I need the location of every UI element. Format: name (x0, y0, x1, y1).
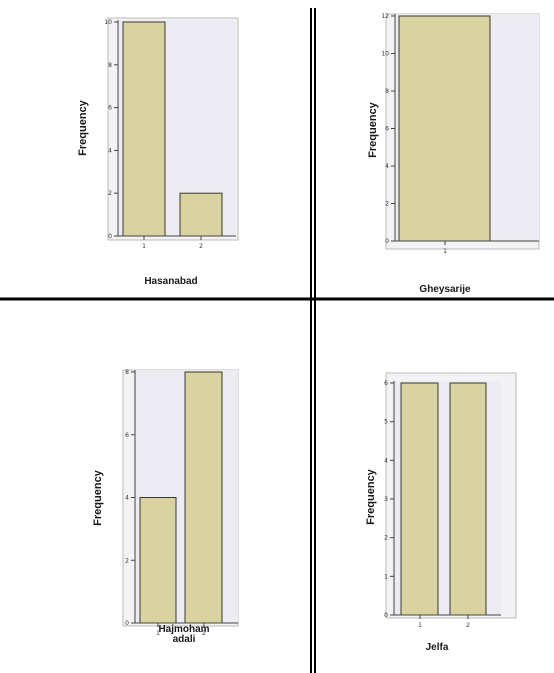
y-tick-label: 4 (384, 457, 388, 464)
y-tick-label: 1 (384, 573, 388, 580)
x-axis-label: Hasanabad (144, 276, 197, 287)
y-tick-label: 2 (384, 535, 388, 542)
x-tick-label: 2 (466, 622, 470, 629)
y-tick-label: 2 (108, 190, 112, 197)
y-tick-label: 2 (385, 201, 389, 208)
y-axis-label: Frequency (365, 468, 377, 525)
y-axis-label: Frequency (367, 101, 379, 158)
y-tick-label: 0 (108, 233, 112, 240)
y-tick-label: 8 (385, 88, 389, 95)
x-tick-label: 1 (142, 243, 146, 250)
y-tick-label: 0 (125, 620, 129, 627)
y-tick-label: 0 (385, 238, 389, 245)
y-tick-label: 3 (384, 496, 388, 503)
y-tick-label: 4 (125, 495, 129, 502)
y-tick-label: 6 (125, 432, 129, 439)
bar-1 (122, 21, 166, 237)
y-tick-label: 6 (108, 105, 112, 112)
x-tick-label: 1 (418, 622, 422, 629)
y-axis-label: Frequency (77, 99, 89, 156)
y-tick-label: 6 (384, 380, 388, 387)
y-axis-label: Frequency (92, 469, 104, 526)
y-tick-label: 8 (108, 62, 112, 69)
y-tick-label: 10 (104, 19, 112, 26)
y-tick-label: 12 (381, 13, 389, 20)
x-tick-label: 2 (199, 243, 203, 250)
y-tick-label: 2 (125, 557, 129, 564)
y-tick-label: 4 (385, 163, 389, 170)
y-tick-label: 6 (385, 126, 389, 133)
x-axis-label: adali (173, 634, 196, 645)
x-axis-label: Jelfa (426, 642, 449, 653)
bar-2 (184, 371, 223, 624)
bar-1 (400, 382, 439, 616)
y-tick-label: 5 (384, 419, 388, 426)
x-tick-label: 2 (202, 630, 206, 637)
x-tick-label: 1 (156, 630, 160, 637)
x-axis-label: Gheysarije (419, 284, 471, 295)
y-tick-label: 4 (108, 147, 112, 154)
bar-2 (179, 192, 223, 237)
chart-gheysarije: 0 2 4 6 8 10 12 1 Frequency Gheysarije (367, 13, 540, 295)
chart-jelfa: 0 1 2 3 4 5 6 1 2 Frequency Jelfa (365, 372, 517, 653)
y-tick-label: 8 (125, 369, 129, 376)
y-tick-label: 0 (384, 612, 388, 619)
bar-1 (398, 15, 491, 242)
x-axis-label: Hajmoham (158, 624, 209, 635)
y-tick-label: 10 (381, 51, 389, 58)
x-tick-label: 1 (443, 248, 447, 255)
bar-1 (139, 497, 177, 624)
bar-2 (449, 382, 487, 616)
